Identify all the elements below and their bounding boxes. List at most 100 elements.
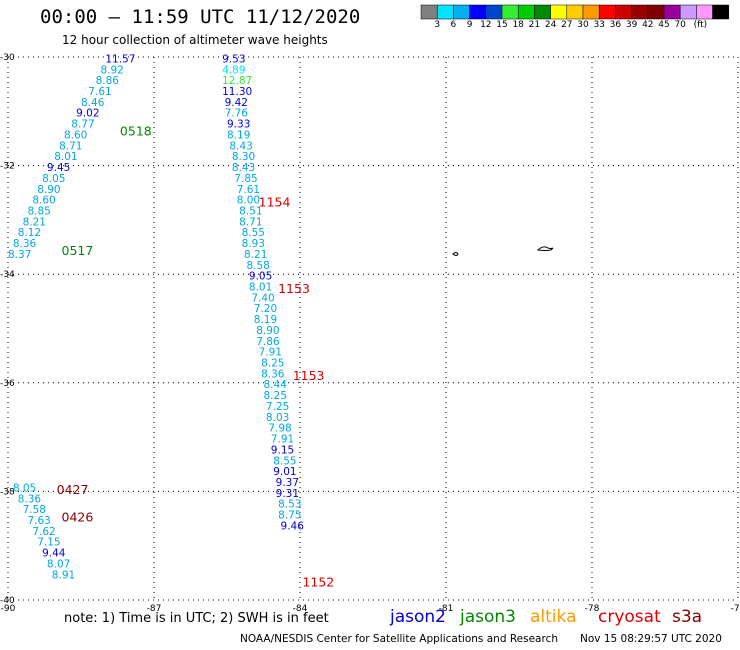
color-swatch <box>631 4 649 20</box>
color-swatch <box>517 4 535 20</box>
legend-jason2: jason2 <box>390 607 446 627</box>
legend-altika: altika <box>530 607 577 627</box>
swh-value-label: 7.62 <box>32 526 55 538</box>
swh-value-label: 9.37 <box>276 477 299 489</box>
swh-value-label: 8.01 <box>54 151 77 163</box>
swh-value-label: 9.15 <box>271 444 294 456</box>
swh-value-label: 11.57 <box>105 53 135 65</box>
swh-value-label: 8.90 <box>37 184 60 196</box>
swh-value-label: 8.43 <box>232 162 255 174</box>
color-scale-bar <box>420 4 730 20</box>
x-tick-label: -75 <box>731 604 740 614</box>
swh-value-label: 11.30 <box>222 86 252 98</box>
color-scale-tick-label: 3 <box>434 20 441 30</box>
color-scale-tick-label: 30 <box>577 20 589 30</box>
legend-jason3: jason3 <box>460 607 516 627</box>
y-tick-label: -36 <box>0 379 15 389</box>
x-tick-label: -87 <box>147 604 162 614</box>
color-scale-tick-label: 42 <box>642 20 654 30</box>
swh-value-label: 8.92 <box>100 64 123 76</box>
pass-time-label: 1152 <box>302 574 334 589</box>
swh-value-label: 8.19 <box>227 129 250 141</box>
swh-value-label: 8.37 <box>8 249 31 261</box>
color-scale-tick-label: 21 <box>528 20 541 30</box>
color-scale-tick-label: (ft) <box>693 20 708 30</box>
color-scale-tick-label: 6 <box>450 20 457 30</box>
color-scale-tick-label: 39 <box>625 20 638 30</box>
swh-value-label: 8.55 <box>273 455 296 467</box>
swh-value-label: 7.91 <box>271 434 294 446</box>
swh-value-label: 9.31 <box>276 488 299 500</box>
swh-value-label: 8.05 <box>13 482 36 494</box>
y-tick-label: -30 <box>0 53 15 63</box>
swh-value-label: 7.40 <box>251 292 274 304</box>
swh-value-label: 9.33 <box>227 119 250 131</box>
swh-value-label: 9.46 <box>281 520 305 532</box>
color-scale-tick-label: 18 <box>512 20 524 30</box>
swh-value-label: 8.03 <box>266 412 289 424</box>
swh-value-label: 8.36 <box>261 368 285 380</box>
pass-time-label: 1153 <box>278 281 310 296</box>
swh-value-label: 7.63 <box>27 515 50 527</box>
color-swatch <box>647 4 665 20</box>
footer-note: note: 1) Time is in UTC; 2) SWH is in fe… <box>64 611 329 626</box>
pass-time-label: 1154 <box>259 194 291 209</box>
x-tick-label: -84 <box>293 604 308 614</box>
pass-time-labels: 0518 0517 1154 1153 1153 0427 0426 1152 <box>57 124 335 590</box>
pass-time-label: 0426 <box>62 509 94 524</box>
island-outline <box>452 252 459 256</box>
swh-value-label: 9.01 <box>273 466 296 478</box>
swh-value-label: 7.61 <box>237 184 260 196</box>
swh-value-label: 7.61 <box>88 86 111 98</box>
footer-credit: NOAA/NESDIS Center for Satellite Applica… <box>240 633 558 645</box>
page-title: 00:00 – 11:59 UTC 11/12/2020 <box>40 6 361 28</box>
page-subtitle: 12 hour collection of altimeter wave hei… <box>62 33 328 47</box>
swh-value-label: 8.36 <box>13 238 37 250</box>
pass-time-label: 0517 <box>62 243 94 258</box>
pass-time-label: 0427 <box>57 482 89 497</box>
color-swatch <box>420 4 438 20</box>
swh-value-label: 8.53 <box>278 499 301 511</box>
color-swatch <box>469 4 487 20</box>
swh-value-label: 8.07 <box>47 558 70 570</box>
color-scale-tick-label: 70 <box>674 20 686 30</box>
color-swatch <box>436 4 454 20</box>
swh-value-label: 8.71 <box>59 140 82 152</box>
swh-value-label: 9.45 <box>47 162 70 174</box>
color-swatch <box>696 4 713 20</box>
swh-value-label: 8.05 <box>42 173 65 185</box>
swh-value-label: 8.36 <box>18 493 42 505</box>
color-swatch <box>663 4 681 20</box>
y-tick-label: -34 <box>0 270 15 280</box>
color-swatch <box>453 4 470 20</box>
island-outline <box>536 246 554 251</box>
swh-value-label: 8.55 <box>242 227 265 239</box>
color-scale-tick-label: 27 <box>561 20 573 30</box>
color-swatch <box>566 4 584 20</box>
swh-value-label: 8.21 <box>23 216 46 228</box>
swh-value-label: 8.71 <box>239 216 262 228</box>
color-swatch <box>712 4 730 20</box>
swh-value-label: 8.44 <box>264 379 288 391</box>
legend-s3a: s3a <box>672 607 703 627</box>
swh-value-label: 8.86 <box>96 75 120 87</box>
swh-value-label: 9.05 <box>249 271 272 283</box>
swh-value-label: 8.93 <box>242 238 265 250</box>
swh-value-label: 8.75 <box>278 510 301 522</box>
map-grid <box>7 56 739 601</box>
color-scale-tick-label: 45 <box>658 20 670 30</box>
color-swatch <box>534 4 551 20</box>
color-swatch <box>485 4 503 20</box>
swh-value-label: 8.25 <box>264 390 287 402</box>
y-tick-label: -40 <box>0 596 15 606</box>
swh-value-label: 4.89 <box>222 64 245 76</box>
x-tick-label: -78 <box>585 604 600 614</box>
swh-value-label: 7.76 <box>225 108 249 120</box>
x-tick-label: -90 <box>1 604 16 614</box>
pass-time-label: 1153 <box>293 368 325 383</box>
swh-value-label: 8.25 <box>261 358 284 370</box>
swh-value-label: 7.91 <box>259 347 282 359</box>
swh-value-label: 8.51 <box>239 205 262 217</box>
color-scale-tick-label: 36 <box>609 20 622 30</box>
